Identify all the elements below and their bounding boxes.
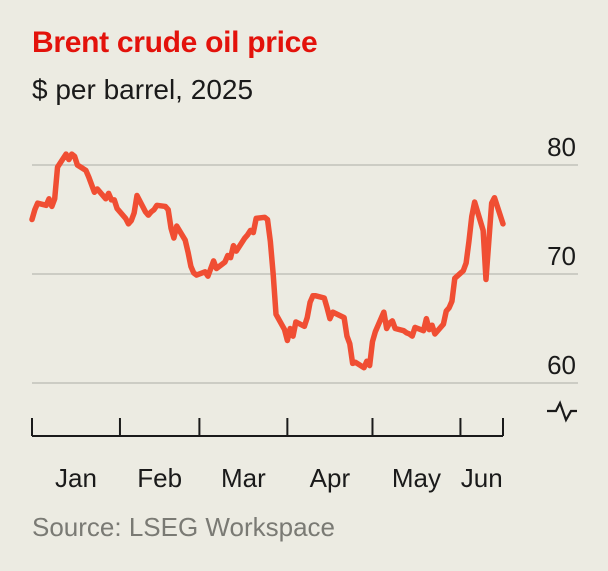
x-tick-label: May (392, 463, 441, 493)
chart-title: Brent crude oil price (32, 26, 318, 59)
x-tick-label: Feb (137, 463, 182, 493)
y-axis-labels: 60 70 80 (547, 132, 576, 380)
chart-subtitle: $ per barrel, 2025 (32, 74, 254, 105)
axis-break-icon (547, 400, 577, 423)
x-tick-label: Mar (221, 463, 266, 493)
series-line (29, 151, 506, 371)
line-chart: 60 70 80 Jan Feb Mar Apr May Jun (29, 132, 578, 493)
x-tick-label: Jun (461, 463, 503, 493)
y-tick-label: 70 (547, 241, 576, 271)
x-tick-label: Apr (310, 463, 351, 493)
y-tick-label: 60 (547, 350, 576, 380)
source-note: Source: LSEG Workspace (32, 512, 335, 542)
x-axis: Jan Feb Mar Apr May Jun (31, 418, 504, 493)
y-tick-label: 80 (547, 132, 576, 162)
x-tick-label: Jan (55, 463, 97, 493)
